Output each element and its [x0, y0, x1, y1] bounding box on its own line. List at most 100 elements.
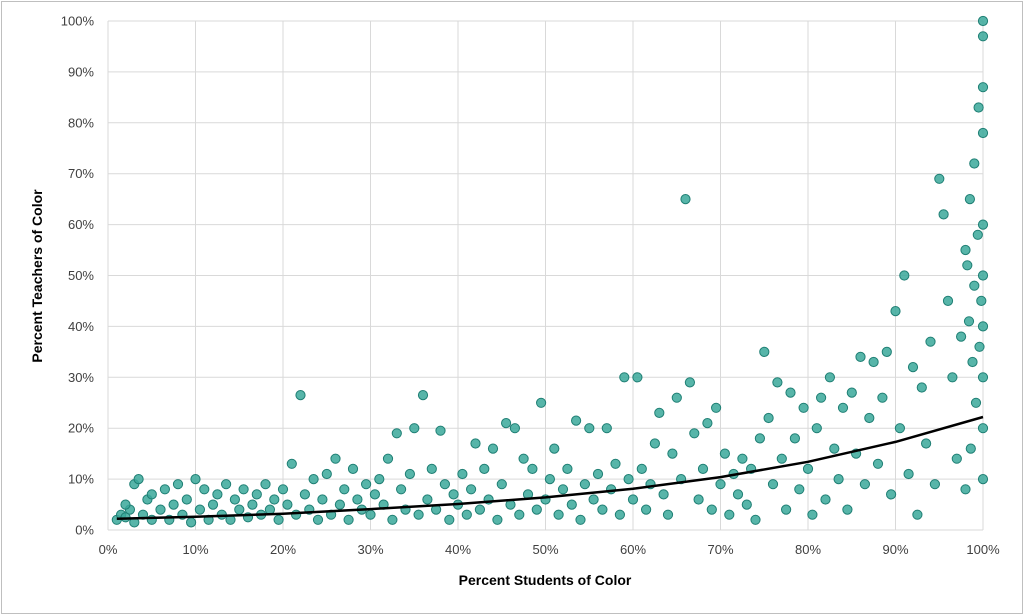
- data-point: [846, 387, 857, 398]
- trendline: [116, 415, 984, 521]
- data-point: [470, 438, 481, 449]
- data-point: [251, 489, 262, 500]
- data-point: [794, 484, 805, 495]
- grid: [107, 20, 984, 531]
- data-point: [667, 448, 678, 459]
- data-point: [426, 463, 437, 474]
- data-point: [938, 209, 949, 220]
- data-point: [974, 341, 985, 352]
- data-point: [903, 468, 914, 480]
- data-point: [662, 509, 674, 520]
- data-point: [680, 194, 691, 205]
- data-point: [899, 270, 910, 281]
- data-point: [907, 362, 919, 373]
- data-point: [212, 489, 223, 500]
- y-axis-ticks: 0% 10% 20% 30% 40% 50% 60% 70% 80% 90% 100%: [61, 14, 95, 538]
- data-point: [816, 392, 827, 403]
- x-axis-ticks: 0% 10% 20% 30% 40% 50% 60% 70% 80% 90% 100%: [99, 542, 1000, 557]
- y-tick-label: 30%: [68, 370, 94, 385]
- data-point: [229, 494, 240, 505]
- data-point: [837, 402, 849, 413]
- data-point: [671, 392, 682, 403]
- data-point: [877, 392, 888, 403]
- data-point: [619, 372, 630, 383]
- data-point: [487, 443, 499, 454]
- data-point: [417, 390, 429, 401]
- data-point: [811, 423, 822, 434]
- data-point: [518, 453, 529, 464]
- data-point: [741, 499, 752, 510]
- data-point: [544, 474, 556, 485]
- data-point: [190, 474, 201, 485]
- data-point: [881, 346, 892, 357]
- data-point: [972, 229, 983, 240]
- data-point: [269, 494, 280, 505]
- data-point: [963, 316, 975, 327]
- data-point: [711, 402, 722, 413]
- data-point: [575, 514, 586, 525]
- data-point: [962, 260, 973, 271]
- data-point: [597, 504, 608, 515]
- data-point: [737, 453, 748, 464]
- data-point: [912, 509, 923, 520]
- data-point: [636, 463, 647, 474]
- data-point: [964, 194, 976, 205]
- data-point: [977, 270, 989, 281]
- data-point: [956, 331, 967, 342]
- data-point: [396, 484, 407, 495]
- data-point: [750, 514, 761, 525]
- data-point: [658, 489, 669, 500]
- data-point: [864, 412, 875, 424]
- data-point: [444, 514, 455, 525]
- data-point: [553, 509, 564, 520]
- y-tick-label: 60%: [68, 217, 94, 232]
- data-point: [413, 509, 424, 520]
- data-point: [614, 509, 626, 520]
- data-point: [969, 280, 980, 291]
- y-tick-label: 50%: [68, 268, 94, 283]
- data-point: [868, 356, 879, 368]
- data-point: [207, 499, 219, 510]
- data-point: [970, 397, 982, 408]
- data-point: [781, 504, 792, 515]
- data-point: [330, 453, 341, 464]
- data-point: [592, 468, 604, 480]
- y-tick-label: 80%: [68, 115, 94, 130]
- data-point: [925, 336, 936, 347]
- y-tick-label: 100%: [61, 14, 95, 29]
- data-point: [829, 443, 840, 454]
- data-point: [785, 387, 796, 398]
- data-point: [977, 82, 989, 93]
- data-point: [466, 484, 477, 495]
- data-point: [571, 415, 582, 426]
- data-point: [977, 474, 989, 485]
- x-tick-label: 100%: [966, 542, 1000, 557]
- data-point: [435, 425, 446, 436]
- data-point: [754, 433, 766, 444]
- data-point: [299, 489, 310, 500]
- data-point: [715, 479, 726, 490]
- data-point: [199, 484, 210, 495]
- data-point: [159, 484, 170, 495]
- data-point: [921, 438, 932, 449]
- data-point: [549, 443, 560, 454]
- x-tick-label: 80%: [795, 542, 821, 557]
- data-point: [492, 514, 503, 525]
- data-point: [824, 372, 836, 383]
- data-point: [649, 438, 661, 449]
- data-point: [247, 499, 258, 510]
- y-tick-label: 40%: [68, 319, 94, 334]
- data-point: [536, 397, 547, 408]
- data-point: [496, 479, 507, 490]
- data-point: [916, 382, 927, 393]
- data-point: [820, 494, 831, 505]
- data-point: [934, 173, 945, 184]
- data-point: [168, 499, 179, 510]
- x-tick-label: 90%: [882, 542, 908, 557]
- data-point: [724, 509, 735, 520]
- data-point: [641, 504, 652, 515]
- data-point: [977, 127, 989, 139]
- data-point: [295, 390, 306, 401]
- data-point: [654, 407, 665, 418]
